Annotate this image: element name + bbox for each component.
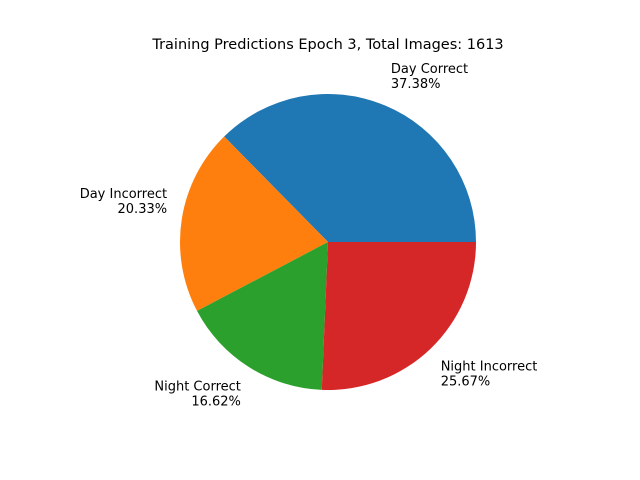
slice-label-day-correct: Day Correct 37.38% bbox=[391, 62, 468, 92]
slice-label-percent: 16.62% bbox=[191, 395, 241, 410]
slice-label-name: Day Correct bbox=[391, 62, 468, 77]
slice-label-name: Day Incorrect bbox=[80, 187, 167, 202]
slice-label-percent: 37.38% bbox=[391, 77, 441, 92]
pie-slice-night-incorrect bbox=[321, 242, 476, 391]
slice-label-name: Night Incorrect bbox=[441, 360, 538, 375]
slice-label-percent: 25.67% bbox=[441, 375, 491, 390]
slice-label-night-correct: Night Correct 16.62% bbox=[154, 380, 241, 410]
pie-slice-day-incorrect bbox=[180, 136, 328, 311]
slice-label-day-incorrect: Day Incorrect 20.33% bbox=[80, 187, 167, 217]
pie-slices bbox=[180, 93, 476, 391]
slice-label-percent: 20.33% bbox=[118, 202, 168, 217]
slice-label-night-incorrect: Night Incorrect 25.67% bbox=[441, 360, 538, 390]
pie-labels: Day Correct 37.38% Day Incorrect 20.33% Nigh… bbox=[80, 62, 538, 410]
pie-slice-night-correct bbox=[197, 242, 328, 390]
slice-label-name: Night Correct bbox=[154, 380, 241, 395]
pie-slice-day-correct bbox=[224, 93, 476, 243]
chart-title: Training Predictions Epoch 3, Total Imag… bbox=[151, 37, 503, 53]
